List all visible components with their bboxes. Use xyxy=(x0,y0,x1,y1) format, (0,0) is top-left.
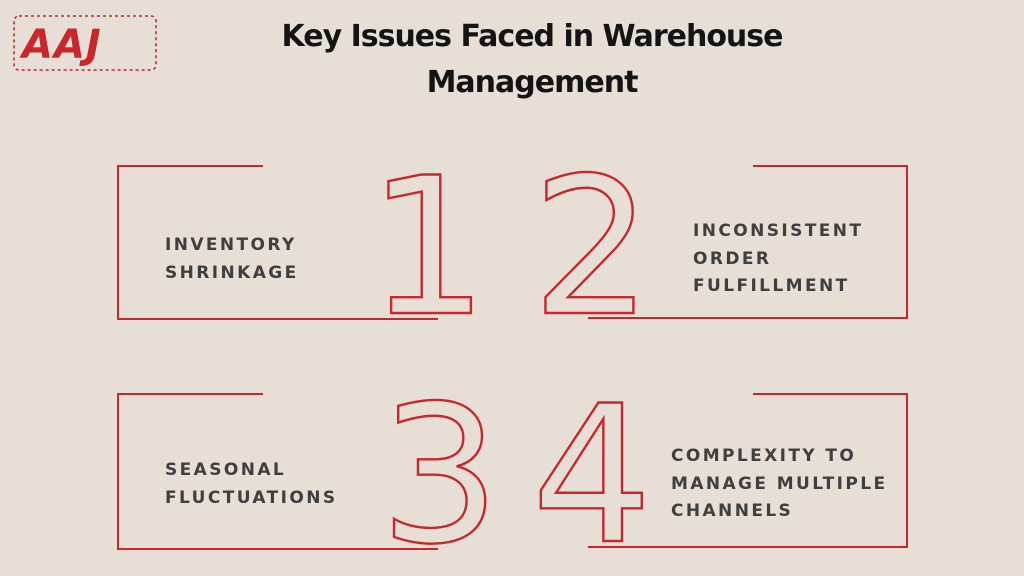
issue-number-2: 2 xyxy=(532,137,653,358)
aaj-logo: AAJ xyxy=(13,15,157,71)
title-line-2: Management xyxy=(426,65,639,100)
issue-4-line-1: COMPLEXITY TO xyxy=(671,446,857,466)
issue-3-line-2: FLUCTUATIONS xyxy=(165,487,338,508)
issue-4-line-3: CHANNELS xyxy=(671,501,794,521)
issue-number-3: 3 xyxy=(380,365,501,576)
issue-1-line-2: SHRINKAGE xyxy=(165,262,299,283)
issue-4-line-2: MANAGE MULTIPLE xyxy=(671,473,888,494)
title-line-1: Key Issues Faced in Warehouse xyxy=(281,19,784,54)
issue-label-1: INVENTORY SHRINKAGE xyxy=(165,232,299,287)
issue-2-line-3: FULFILLMENT xyxy=(693,276,850,296)
issue-label-4: COMPLEXITY TO MANAGE MULTIPLE CHANNELS xyxy=(671,443,888,526)
issue-1-line-1: INVENTORY xyxy=(165,235,297,255)
issue-number-1: 1 xyxy=(368,137,489,358)
svg-text:AAJ: AAJ xyxy=(19,22,102,68)
issue-2-line-1: INCONSISTENT xyxy=(693,221,864,241)
page-title: Key Issues Faced in Warehouse Management xyxy=(262,14,802,106)
issue-number-4: 4 xyxy=(532,365,653,576)
issue-3-line-1: SEASONAL xyxy=(165,460,287,480)
issue-2-line-2: ORDER xyxy=(693,248,772,269)
issue-label-3: SEASONAL FLUCTUATIONS xyxy=(165,457,337,512)
issue-label-2: INCONSISTENT ORDER FULFILLMENT xyxy=(693,218,863,301)
